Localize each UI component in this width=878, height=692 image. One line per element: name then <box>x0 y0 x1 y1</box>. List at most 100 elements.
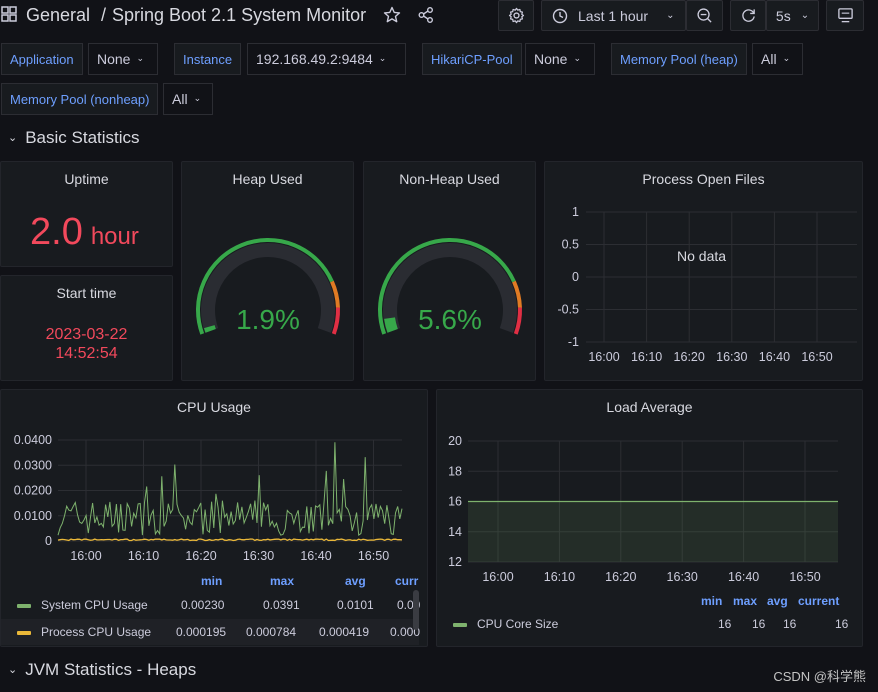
legend-swatch-cpu-core-size <box>453 623 467 627</box>
panel-load-average: Load Average 20 18 16 14 12 16:00 16:10 16:20 16… <box>436 389 863 647</box>
variable-select-instance[interactable]: 192.168.49.2:9484 ⌄ <box>247 43 406 75</box>
dashboard-title[interactable]: Spring Boot 2.1 System Monitor <box>112 5 367 25</box>
open-files-x-tick-label: 16:50 <box>801 350 832 364</box>
panel-start-time: Start time 2023-03-22 14:52:54 <box>0 275 173 381</box>
legend-header-avg[interactable]: avg <box>767 594 788 608</box>
heap-gauge-threshold-red <box>331 307 340 335</box>
legend-series-name: CPU Core Size <box>477 617 559 631</box>
start-time-time: 14:52:54 <box>55 345 118 362</box>
panel-title-nonheap-used: Non-Heap Used <box>399 171 500 187</box>
load-x-tick-label: 16:00 <box>482 570 513 584</box>
chevron-down-icon: ⌄ <box>573 52 582 63</box>
monitor-icon <box>837 8 853 23</box>
panel-title-process-open-files: Process Open Files <box>642 171 765 187</box>
variable-select-memory-pool-nonheap[interactable]: All ⌄ <box>163 83 213 115</box>
nonheap-gauge-track <box>383 243 517 333</box>
share-icon[interactable] <box>417 6 435 24</box>
load-y-tick-label: 16 <box>448 495 462 509</box>
load-x-tick-label: 16:30 <box>667 570 698 584</box>
panel-heap-used: Heap Used 1.9% <box>181 161 354 381</box>
uptime-value: 2.0 <box>30 211 83 253</box>
legend-header-current[interactable]: current <box>798 594 840 608</box>
chevron-down-icon: ⌄ <box>800 10 810 21</box>
cpu-x-tick-label: 16:40 <box>300 549 331 563</box>
variable-select-memory-pool-heap[interactable]: All ⌄ <box>752 43 803 75</box>
row-basic-statistics[interactable]: ⌄ Basic Statistics <box>8 128 140 148</box>
legend-header-min[interactable]: min <box>701 594 723 608</box>
star-icon[interactable] <box>383 6 401 24</box>
legend-avg: 0.000419 <box>319 625 370 639</box>
variable-select-hikaricp-pool[interactable]: None ⌄ <box>525 43 595 75</box>
breadcrumb-folder[interactable]: General <box>26 5 91 25</box>
chevron-down-icon: ⌄ <box>193 92 202 103</box>
legend-row[interactable]: System CPU Usage 0.00230 0.0391 0.0101 0… <box>1 592 427 618</box>
panel-title-heap-used: Heap Used <box>232 171 303 187</box>
legend-swatch-process-cpu <box>17 631 31 635</box>
cpu-y-tick-label: 0.0400 <box>14 433 52 447</box>
heap-gauge-threshold-orange <box>330 280 340 308</box>
legend-swatch-system-cpu <box>17 604 31 608</box>
start-time-value: 2023-03-22 14:52:54 <box>1 325 172 363</box>
legend-header-max[interactable]: max <box>733 594 758 608</box>
no-data-label: No data <box>677 248 727 264</box>
legend-row[interactable]: CPU Core Size 16 16 16 16 <box>437 612 864 636</box>
time-range-picker[interactable]: Last 1 hour ⌄ <box>541 0 686 31</box>
open-files-chart: 1 0.5 0 -0.5 -1 16:00 16:10 16:20 16:30 16:40 16:5… <box>557 205 857 364</box>
heap-gauge-value-arc <box>204 325 216 333</box>
legend-avg: 16 <box>783 617 797 631</box>
load-average-chart: 20 18 16 14 12 16:00 16:10 16:20 16:30 16:40 16:50 <box>448 434 838 584</box>
nonheap-gauge-threshold-red <box>513 307 522 335</box>
dashboards-grid-icon[interactable] <box>1 6 17 22</box>
system-cpu-usage-line <box>57 442 403 536</box>
top-bar: General / Spring Boot 2.1 System Monitor… <box>0 0 878 32</box>
refresh-interval-picker[interactable]: 5s ⌄ <box>766 0 819 31</box>
variable-value-application: None <box>97 51 131 67</box>
clock-icon <box>552 8 568 23</box>
refresh-button[interactable] <box>730 0 766 31</box>
process-cpu-usage-line <box>57 538 403 542</box>
legend-max: 0.000784 <box>246 625 297 639</box>
cpu-y-tick-label: 0.0300 <box>14 458 52 472</box>
chevron-down-icon: ⌄ <box>8 664 18 676</box>
cpu-core-size-area <box>468 501 838 562</box>
tv-mode-button[interactable] <box>826 0 864 31</box>
uptime-stat: 2.0 hour <box>30 211 139 254</box>
variable-value-memory-pool-heap: All <box>761 51 777 67</box>
legend-header-current[interactable]: curr <box>395 574 419 588</box>
load-x-tick-label: 16:10 <box>544 570 575 584</box>
cpu-y-tick-label: 0.0100 <box>14 509 52 523</box>
panel-process-open-files: Process Open Files 1 0.5 0 -0.5 -1 16:00 16:10… <box>544 161 863 381</box>
heap-gauge-threshold-green <box>196 238 334 335</box>
panel-title-start-time: Start time <box>56 285 117 301</box>
variable-label-hikaricp-pool: HikariCP-Pool <box>422 43 522 75</box>
panel-cpu-usage: CPU Usage 0.0400 0.0300 0.0200 0.0100 0 16:00… <box>0 389 428 647</box>
legend-header-min[interactable]: min <box>201 574 223 588</box>
panel-title-cpu-usage: CPU Usage <box>177 399 251 415</box>
variable-label-memory-pool-nonheap: Memory Pool (nonheap) <box>1 83 159 115</box>
breadcrumb-separator: / <box>101 5 107 25</box>
dashboard-settings-button[interactable] <box>498 0 534 31</box>
legend-scrollbar[interactable] <box>413 590 419 630</box>
chevron-down-icon: ⌄ <box>378 52 387 63</box>
variable-value-hikaricp-pool: None <box>534 51 568 67</box>
watermark: CSDN @科学熊 <box>773 669 866 684</box>
nonheap-gauge-threshold-orange <box>512 280 522 308</box>
start-time-date: 2023-03-22 <box>45 326 128 343</box>
legend-header-max[interactable]: max <box>270 574 295 588</box>
open-files-x-tick-label: 16:10 <box>631 350 662 364</box>
variable-label-application: Application <box>1 43 83 75</box>
legend-row[interactable]: Process CPU Usage 0.000195 0.000784 0.00… <box>1 619 421 645</box>
open-files-x-tick-label: 16:40 <box>759 350 790 364</box>
open-files-x-tick-label: 16:00 <box>588 350 619 364</box>
load-x-tick-label: 16:20 <box>605 570 636 584</box>
legend-header-avg[interactable]: avg <box>345 574 366 588</box>
load-x-tick-label: 16:50 <box>789 570 820 584</box>
load-y-tick-label: 18 <box>448 464 462 478</box>
legend-current: 0.000 <box>390 625 421 639</box>
open-files-y-tick-label: -0.5 <box>557 303 579 317</box>
chevron-down-icon: ⌄ <box>666 10 675 21</box>
uptime-unit: hour <box>90 223 139 250</box>
zoom-out-button[interactable] <box>686 0 723 31</box>
variable-select-application[interactable]: None ⌄ <box>88 43 158 75</box>
row-jvm-statistics-heaps[interactable]: ⌄ JVM Statistics - Heaps <box>8 660 196 680</box>
